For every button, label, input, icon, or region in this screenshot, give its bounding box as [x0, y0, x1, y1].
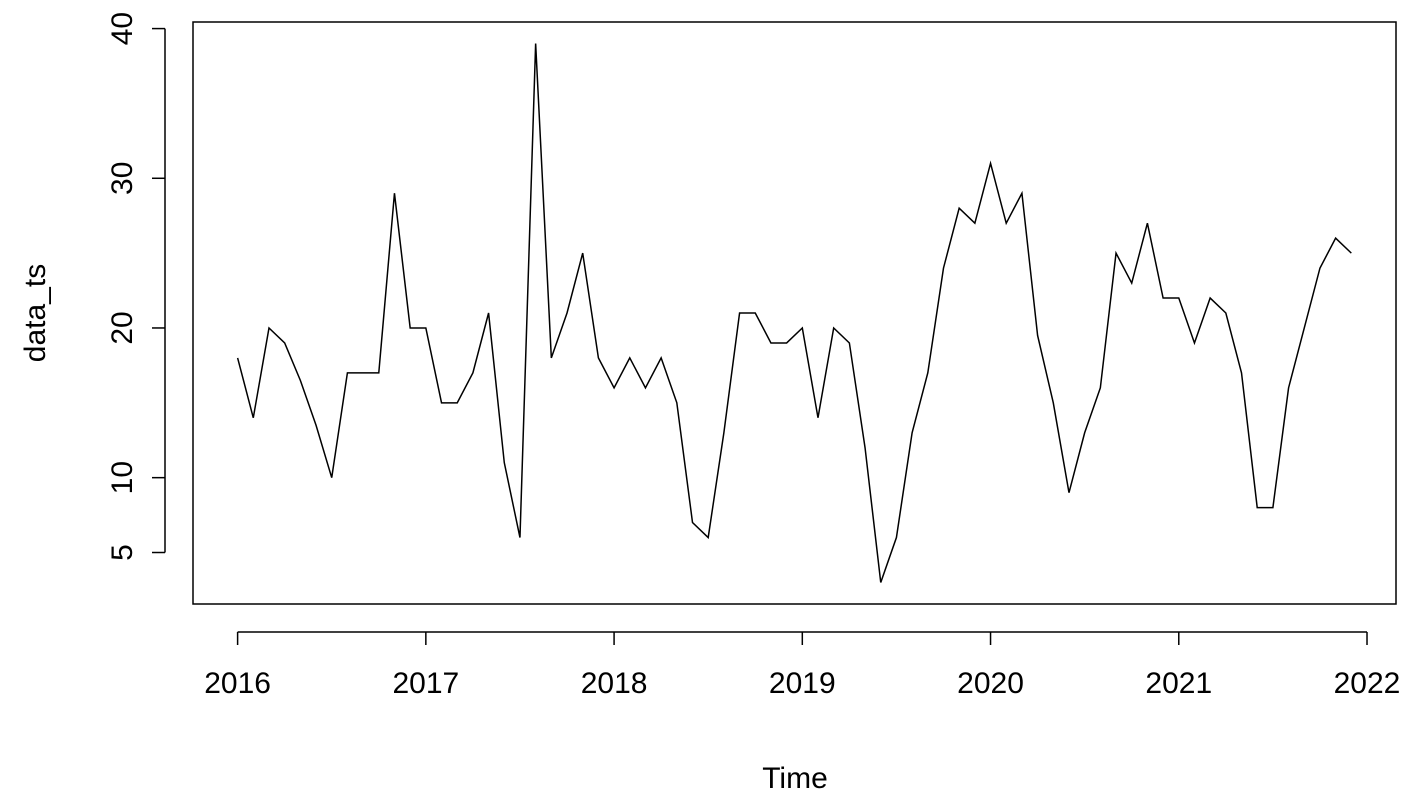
y-tick-label: 30 [106, 162, 139, 195]
y-tick-label: 10 [106, 461, 139, 494]
y-axis-label: data_ts [19, 264, 52, 362]
x-tick-label: 2022 [1334, 667, 1401, 700]
y-tick-label: 20 [106, 311, 139, 344]
y-tick-label: 40 [106, 12, 139, 45]
x-tick-label: 2021 [1145, 667, 1212, 700]
x-tick-label: 2020 [957, 667, 1024, 700]
x-tick-label: 2017 [392, 667, 459, 700]
x-tick-label: 2016 [204, 667, 271, 700]
x-tick-label: 2018 [581, 667, 648, 700]
plot-box [192, 21, 1397, 605]
x-tick-label: 2019 [769, 667, 836, 700]
y-tick-label: 5 [106, 544, 139, 561]
x-axis-label: Time [762, 762, 828, 795]
data-line [236, 43, 1352, 583]
